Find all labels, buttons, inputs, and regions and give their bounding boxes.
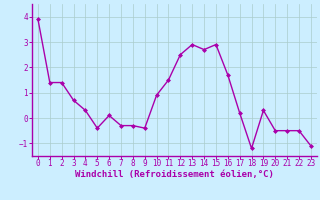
X-axis label: Windchill (Refroidissement éolien,°C): Windchill (Refroidissement éolien,°C) [75,170,274,179]
